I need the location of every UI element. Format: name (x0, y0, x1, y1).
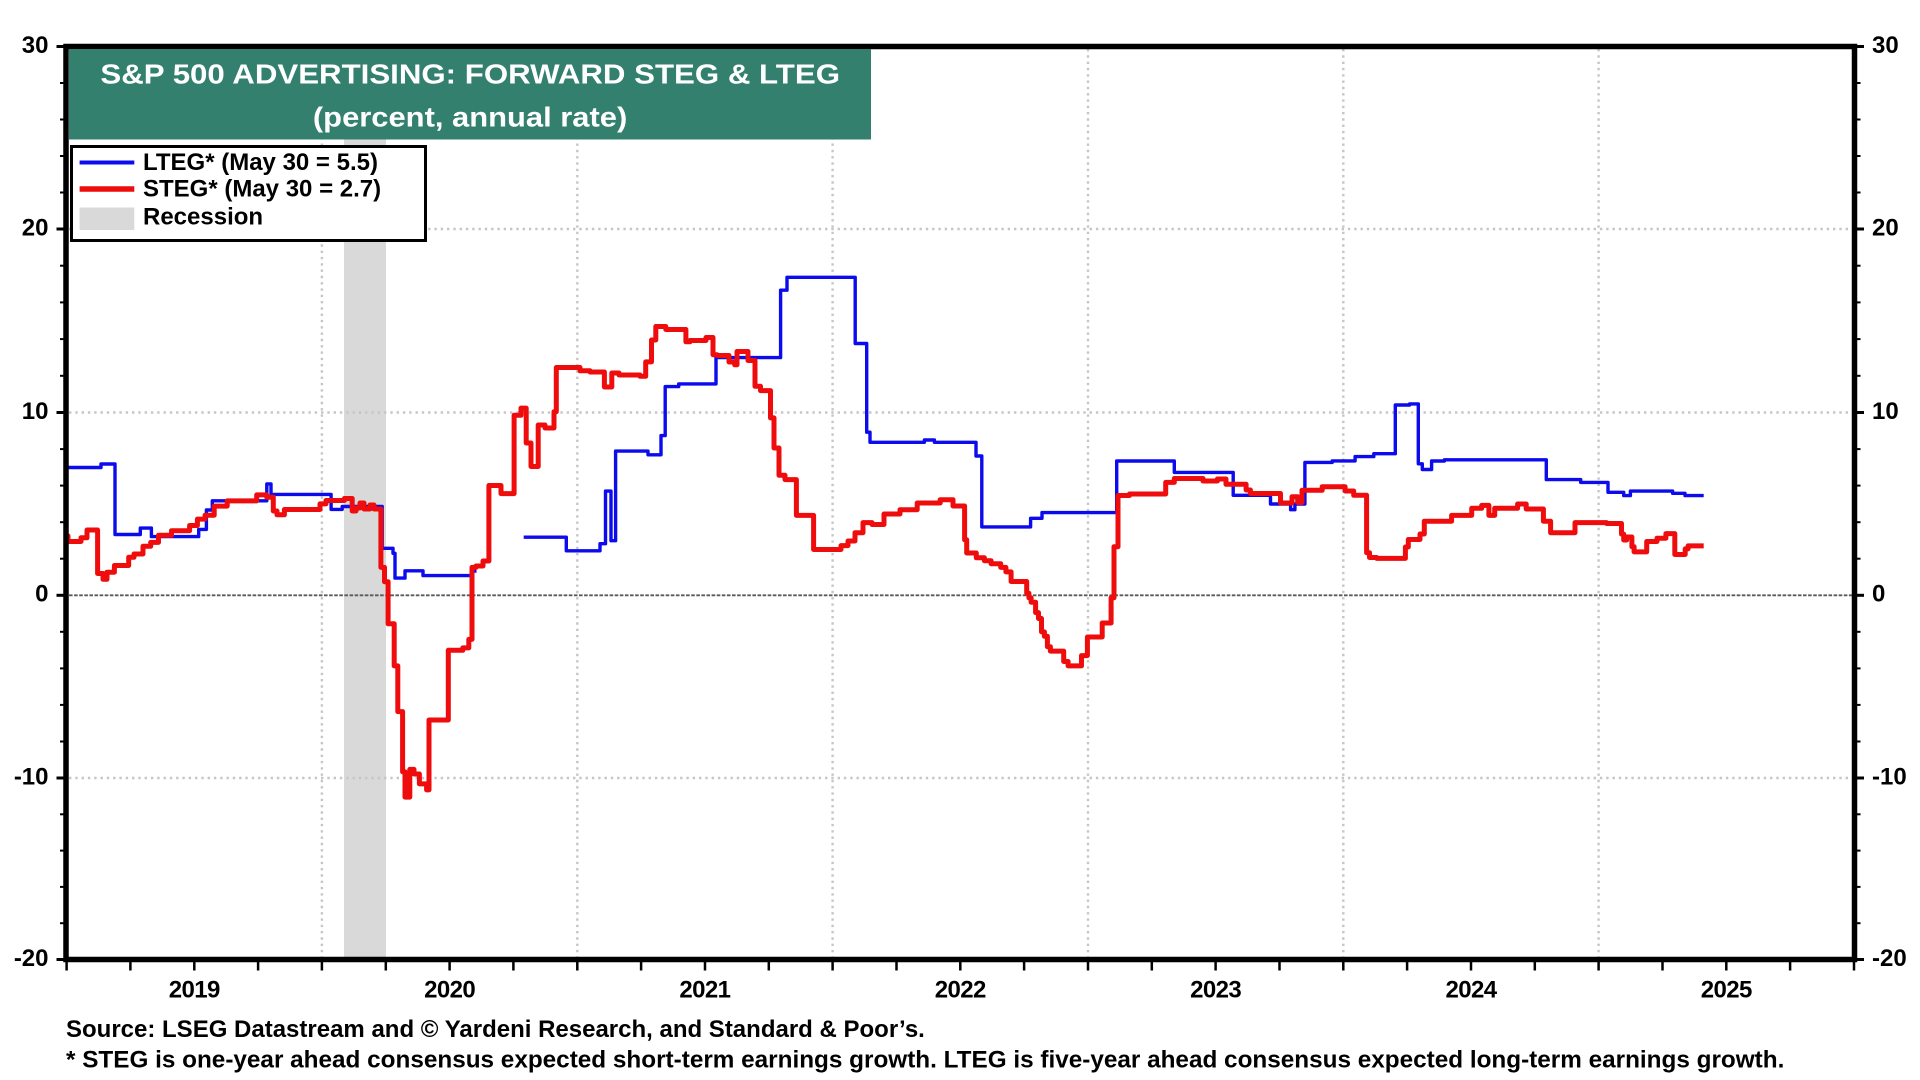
svg-text:20: 20 (1872, 214, 1899, 241)
svg-text:2024: 2024 (1446, 976, 1498, 1003)
svg-text:-20: -20 (14, 945, 49, 972)
svg-text:2021: 2021 (679, 976, 730, 1003)
svg-text:-10: -10 (14, 763, 49, 790)
svg-text:2020: 2020 (424, 976, 475, 1003)
svg-text:0: 0 (35, 581, 48, 608)
svg-text:-10: -10 (1872, 763, 1907, 790)
svg-text:2023: 2023 (1190, 976, 1241, 1003)
svg-text:30: 30 (1872, 32, 1899, 59)
svg-text:2025: 2025 (1701, 976, 1752, 1003)
svg-text:10: 10 (22, 398, 49, 425)
svg-text:* STEG is one-year ahead conse: * STEG is one-year ahead consensus expec… (66, 1047, 1784, 1074)
svg-text:STEG* (May 30 = 2.7): STEG* (May 30 = 2.7) (143, 175, 381, 202)
svg-text:Recession: Recession (143, 203, 263, 230)
svg-text:-20: -20 (1872, 945, 1907, 972)
svg-text:0: 0 (1872, 581, 1885, 608)
svg-text:2019: 2019 (169, 976, 220, 1003)
svg-text:20: 20 (22, 214, 49, 241)
svg-text:10: 10 (1872, 398, 1899, 425)
svg-text:Source: LSEG Datastream and ©: Source: LSEG Datastream and © Yardeni Re… (66, 1016, 925, 1043)
svg-text:(percent, annual rate): (percent, annual rate) (313, 102, 627, 133)
svg-text:LTEG* (May 30 = 5.5): LTEG* (May 30 = 5.5) (143, 149, 378, 176)
svg-text:S&P 500 ADVERTISING: FORWARD S: S&P 500 ADVERTISING: FORWARD STEG & LTEG (100, 59, 840, 90)
svg-text:2022: 2022 (935, 976, 986, 1003)
svg-text:30: 30 (22, 32, 49, 59)
